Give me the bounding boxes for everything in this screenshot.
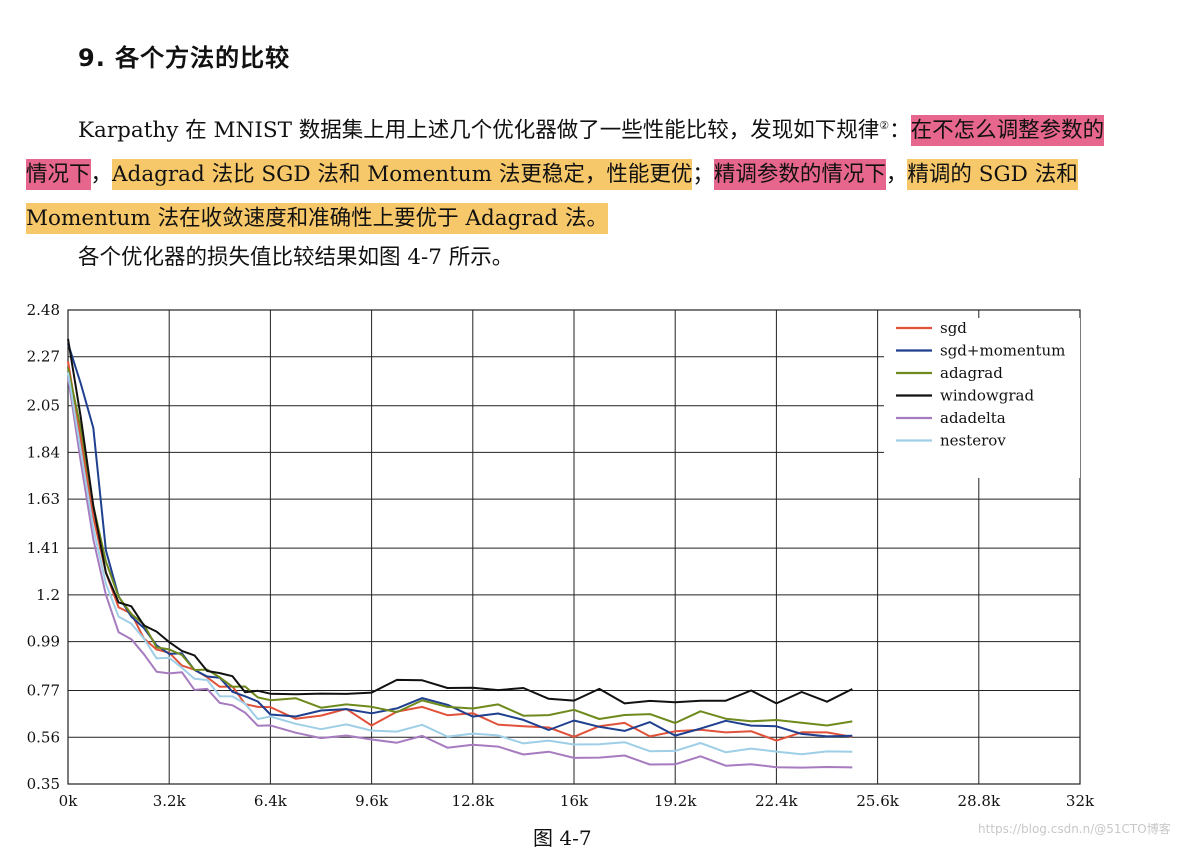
footnote-mark[interactable]: ② — [879, 119, 890, 132]
watermark: https://blog.csdn.n/@51CTO博客 — [978, 822, 1171, 836]
x-tick-label: 16k — [560, 792, 589, 810]
x-tick-label: 25.6k — [856, 792, 899, 810]
y-tick-label: 2.05 — [27, 397, 60, 415]
y-tick-label: 0.99 — [27, 633, 60, 651]
y-tick-label: 1.41 — [27, 539, 60, 557]
legend-box — [884, 318, 1080, 478]
x-tick-label: 32k — [1066, 792, 1095, 810]
y-tick-label: 2.48 — [27, 301, 60, 319]
x-tick-label: 12.8k — [452, 792, 495, 810]
paragraph-sep-1: ， — [90, 162, 113, 188]
series-line-sgd — [67, 361, 853, 742]
x-tick-label: 28.8k — [958, 792, 1001, 810]
paragraph-sep-2: ； — [692, 162, 714, 188]
legend-label: adadelta — [940, 409, 1006, 427]
y-tick-label: 0.56 — [27, 728, 60, 746]
figure-intro-text: 各个优化器的损失值比较结果如图 4-7 所示。 — [78, 245, 514, 270]
paragraph-intro: Karpathy 在 MNIST 数据集上用上述几个优化器做了一些性能比较，发现… — [78, 118, 880, 144]
loss-comparison-chart: 0k 3.2k 6.4k 9.6k 12.8k 16k 19.2k 22.4k 25.6k 28.… — [27, 301, 1095, 810]
x-tick-label: 0k — [59, 792, 79, 810]
section-heading: 9. 各个方法的比较 — [78, 44, 291, 72]
x-tick-label: 9.6k — [355, 792, 389, 810]
series-line-nesterov — [67, 372, 853, 756]
y-tick-label: 2.27 — [27, 348, 60, 366]
legend-label: windowgrad — [940, 387, 1034, 405]
legend-label: nesterov — [940, 432, 1006, 450]
x-tick-label: 3.2k — [153, 792, 187, 810]
x-tick-label: 22.4k — [755, 792, 798, 810]
legend-label: sgd — [940, 319, 967, 337]
y-tick-label: 0.35 — [27, 775, 60, 793]
y-tick-label: 1.2 — [36, 586, 60, 604]
highlight-pink-2: 精调参数的情况下 — [713, 159, 886, 191]
series-line-windowgrad — [67, 338, 853, 705]
y-tick-label: 1.63 — [27, 490, 60, 508]
legend-label: adagrad — [940, 364, 1003, 382]
y-tick-label: 0.77 — [27, 682, 60, 700]
x-tick-label: 6.4k — [254, 792, 288, 810]
paragraph-sep-3: ， — [885, 162, 908, 188]
figure-caption: 图 4-7 — [533, 826, 592, 850]
body-paragraph: Karpathy 在 MNIST 数据集上用上述几个优化器做了一些性能比较，发现… — [26, 104, 1106, 241]
paragraph-colon: ： — [889, 118, 911, 144]
series-line-adagrad — [67, 367, 853, 727]
series-line-adadelta — [67, 376, 853, 769]
y-tick-label: 1.84 — [27, 443, 60, 461]
highlight-yellow-1: Adagrad 法比 SGD 法和 Momentum 法更稳定，性能更优 — [112, 159, 693, 191]
x-tick-label: 19.2k — [654, 792, 697, 810]
legend-label: sgd+momentum — [940, 342, 1065, 360]
